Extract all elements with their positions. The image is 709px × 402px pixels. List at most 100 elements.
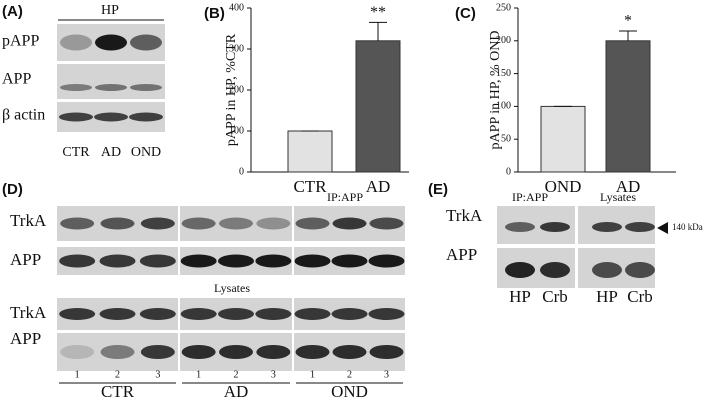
blot-band	[256, 217, 291, 230]
row-label: β actin	[2, 107, 45, 124]
lane-number: 1	[310, 369, 315, 380]
blot-band	[181, 217, 216, 230]
lane-label: HP	[509, 287, 531, 306]
y-tick-label: 0	[506, 166, 511, 177]
blot-band	[256, 345, 291, 359]
y-tick-label: 100	[496, 101, 511, 112]
x-tick-label: CTR	[293, 177, 327, 196]
x-tick-label: OND	[545, 177, 582, 196]
blot-band	[59, 308, 96, 320]
blot-band	[219, 217, 253, 230]
panel-label: (B)	[204, 5, 225, 22]
blot-band	[219, 345, 253, 359]
blot-header: IP:APP	[327, 190, 363, 204]
blot-band	[99, 254, 136, 268]
blot-band	[505, 262, 535, 278]
lane-number: 2	[115, 369, 120, 380]
blot-band	[100, 345, 135, 359]
blot-band	[332, 345, 367, 359]
blot-band	[368, 254, 405, 268]
marker-label: 140 kDa	[672, 222, 703, 232]
blot-header: IP:APP	[512, 190, 548, 204]
row-label: APP	[446, 245, 477, 264]
blot-band	[255, 308, 292, 320]
panel-label: (C)	[455, 5, 476, 22]
y-tick-label: 200	[229, 84, 244, 95]
blot-band	[331, 254, 368, 268]
lane-label: HP	[596, 287, 618, 306]
lane-number: 3	[155, 369, 160, 380]
y-tick-label: 100	[229, 125, 244, 136]
blot-band	[60, 84, 92, 91]
blot-band	[218, 308, 254, 320]
blot-band	[294, 308, 331, 320]
y-tick-label: 0	[239, 166, 244, 177]
blot-band	[181, 345, 216, 359]
blot-band	[331, 308, 368, 320]
row-label: APP	[10, 250, 41, 269]
bar	[605, 40, 651, 173]
blot-band	[625, 262, 655, 278]
row-label: pAPP	[2, 33, 39, 50]
lane-number: 3	[384, 369, 389, 380]
bar	[355, 40, 401, 173]
bar	[540, 105, 586, 173]
lane-label: AD	[101, 145, 121, 160]
blot-band	[95, 84, 127, 91]
blot-band	[60, 217, 95, 230]
blot-band	[100, 217, 135, 230]
blot-band	[180, 254, 217, 268]
row-label: TrkA	[10, 211, 47, 230]
blot-band	[255, 254, 292, 268]
y-tick-label: 150	[496, 68, 511, 79]
lane-number: 1	[75, 369, 80, 380]
blot-header: HP	[101, 3, 119, 18]
blot-band	[218, 254, 254, 268]
blot-band	[592, 222, 622, 232]
y-axis-label: pAPP in HP, %CTR	[224, 33, 239, 146]
blot-band	[140, 217, 175, 230]
blot-band	[130, 84, 162, 91]
blot-band	[59, 112, 93, 122]
y-tick-label: 400	[229, 2, 244, 13]
blot-band	[369, 345, 404, 359]
blot-band	[140, 345, 175, 359]
lane-label: OND	[131, 145, 161, 160]
error-bar	[619, 30, 637, 41]
bar	[287, 130, 333, 173]
blot-band	[95, 34, 127, 51]
row-label: APP	[10, 329, 41, 348]
blot-band	[625, 222, 655, 232]
blot	[57, 64, 165, 99]
row-label: APP	[2, 71, 31, 88]
blot-header: Lysates	[600, 190, 636, 204]
blot-band	[295, 345, 330, 359]
lane-number: 1	[196, 369, 201, 380]
panel-label: (A)	[2, 3, 23, 20]
marker-arrow	[657, 222, 668, 234]
lane-number: 3	[271, 369, 276, 380]
blot-band	[60, 345, 95, 359]
x-tick-label: AD	[616, 177, 641, 196]
blot-band	[139, 308, 176, 320]
blot-band	[99, 308, 136, 320]
error-bar	[369, 21, 387, 41]
blot-band	[592, 262, 622, 278]
blot-band	[505, 222, 535, 232]
blot-band	[368, 308, 405, 320]
blot-band	[60, 34, 92, 51]
x-tick-label: AD	[366, 177, 391, 196]
blot-band	[294, 254, 331, 268]
blot-band	[129, 112, 163, 122]
blot-header: Lysates	[214, 281, 250, 295]
lane-number: 2	[347, 369, 352, 380]
lane-label: Crb	[542, 287, 568, 306]
group-label: CTR	[101, 382, 135, 401]
lane-number: 2	[234, 369, 239, 380]
y-tick-label: 300	[229, 43, 244, 54]
row-label: TrkA	[10, 303, 47, 322]
blot-band	[540, 262, 570, 278]
y-tick-label: 250	[496, 2, 511, 13]
blot-band	[540, 222, 570, 232]
